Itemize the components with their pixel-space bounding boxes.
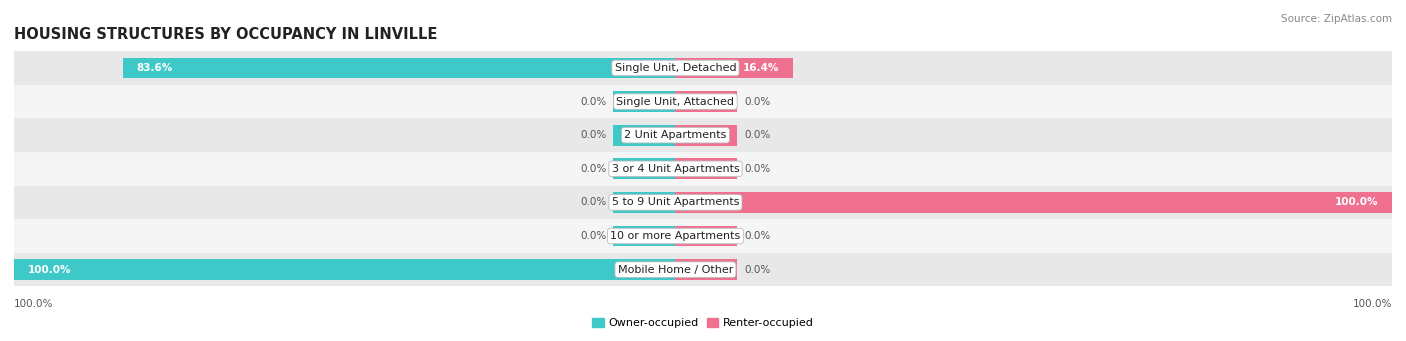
Text: Source: ZipAtlas.com: Source: ZipAtlas.com xyxy=(1281,14,1392,24)
Text: 0.0%: 0.0% xyxy=(744,130,770,140)
Text: 0.0%: 0.0% xyxy=(744,97,770,107)
Text: 0.0%: 0.0% xyxy=(581,197,606,207)
Text: 2 Unit Apartments: 2 Unit Apartments xyxy=(624,130,727,140)
Bar xyxy=(14,186,1392,219)
Bar xyxy=(613,226,675,247)
Text: 100.0%: 100.0% xyxy=(1334,197,1378,207)
Text: 3 or 4 Unit Apartments: 3 or 4 Unit Apartments xyxy=(612,164,740,174)
Bar xyxy=(14,152,1392,186)
Text: 83.6%: 83.6% xyxy=(136,63,173,73)
Bar xyxy=(613,91,675,112)
Text: HOUSING STRUCTURES BY OCCUPANCY IN LINVILLE: HOUSING STRUCTURES BY OCCUPANCY IN LINVI… xyxy=(14,27,437,42)
Text: 100.0%: 100.0% xyxy=(14,299,53,309)
Text: 0.0%: 0.0% xyxy=(581,130,606,140)
Bar xyxy=(14,219,1392,253)
Bar xyxy=(675,158,738,179)
Bar xyxy=(613,125,675,146)
Text: Mobile Home / Other: Mobile Home / Other xyxy=(617,265,733,275)
Bar xyxy=(613,192,675,213)
Bar xyxy=(14,259,675,280)
Bar xyxy=(14,51,1392,85)
Bar xyxy=(675,192,1392,213)
Legend: Owner-occupied, Renter-occupied: Owner-occupied, Renter-occupied xyxy=(588,313,818,333)
Bar xyxy=(613,158,675,179)
Text: 0.0%: 0.0% xyxy=(744,265,770,275)
Bar xyxy=(675,125,738,146)
Bar xyxy=(675,259,738,280)
Text: Single Unit, Attached: Single Unit, Attached xyxy=(616,97,734,107)
Text: 16.4%: 16.4% xyxy=(742,63,779,73)
Text: Single Unit, Detached: Single Unit, Detached xyxy=(614,63,737,73)
Text: 0.0%: 0.0% xyxy=(581,231,606,241)
Bar xyxy=(675,226,738,247)
Text: 10 or more Apartments: 10 or more Apartments xyxy=(610,231,741,241)
Text: 0.0%: 0.0% xyxy=(744,231,770,241)
Bar xyxy=(14,253,1392,286)
Bar xyxy=(14,85,1392,118)
Text: 100.0%: 100.0% xyxy=(1353,299,1392,309)
Bar xyxy=(122,58,675,78)
Bar xyxy=(675,58,793,78)
Text: 0.0%: 0.0% xyxy=(744,164,770,174)
Bar xyxy=(14,118,1392,152)
Text: 5 to 9 Unit Apartments: 5 to 9 Unit Apartments xyxy=(612,197,740,207)
Text: 100.0%: 100.0% xyxy=(28,265,72,275)
Text: 0.0%: 0.0% xyxy=(581,97,606,107)
Text: 0.0%: 0.0% xyxy=(581,164,606,174)
Bar xyxy=(675,91,738,112)
